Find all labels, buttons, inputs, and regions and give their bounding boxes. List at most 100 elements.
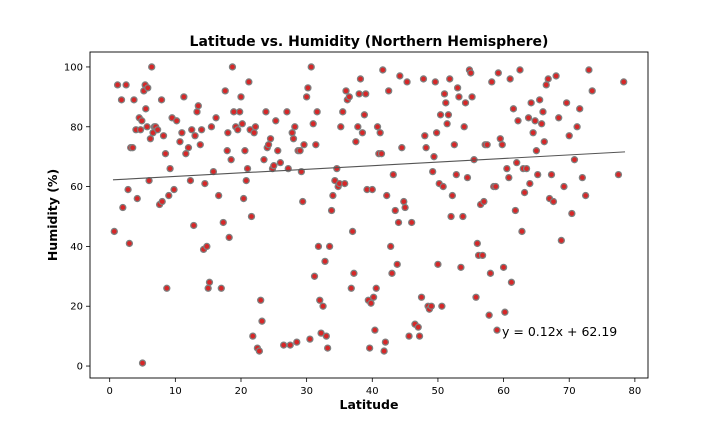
- y-tick-label: 100: [64, 62, 83, 73]
- data-point: [122, 81, 130, 89]
- data-point: [362, 90, 370, 98]
- data-point: [352, 138, 360, 146]
- data-point: [507, 278, 516, 286]
- data-point: [159, 132, 168, 140]
- data-point: [403, 78, 411, 86]
- data-point: [296, 147, 304, 155]
- data-point: [421, 132, 429, 140]
- data-point: [485, 311, 493, 319]
- data-point: [215, 191, 223, 200]
- data-point: [165, 191, 173, 200]
- data-point: [453, 84, 462, 92]
- plot-area: [89, 51, 649, 379]
- data-point: [142, 105, 150, 113]
- data-point: [113, 81, 122, 89]
- data-point: [493, 326, 501, 334]
- x-tick-label: 40: [366, 386, 379, 397]
- data-point: [197, 126, 206, 134]
- data-point: [178, 129, 186, 137]
- data-point: [299, 197, 307, 206]
- data-point: [552, 72, 560, 80]
- data-point: [549, 197, 558, 206]
- data-point: [341, 179, 349, 188]
- data-point: [249, 332, 257, 340]
- data-point: [188, 126, 196, 134]
- data-point: [442, 99, 450, 107]
- data-point: [496, 135, 504, 143]
- data-point: [562, 99, 571, 107]
- data-point: [354, 123, 362, 131]
- data-point: [207, 123, 216, 131]
- data-point: [401, 203, 409, 212]
- data-point: [459, 212, 467, 221]
- data-point: [620, 78, 628, 86]
- data-point: [520, 188, 529, 197]
- data-point: [316, 296, 324, 304]
- data-point: [146, 135, 155, 143]
- data-point: [542, 81, 550, 89]
- data-point: [444, 111, 453, 119]
- data-point: [333, 164, 341, 173]
- data-point: [531, 117, 539, 125]
- data-point: [358, 129, 367, 137]
- data-point: [355, 90, 363, 98]
- data-point: [117, 96, 126, 104]
- data-point: [511, 206, 520, 215]
- data-point: [110, 227, 118, 236]
- data-point: [478, 251, 487, 260]
- data-point: [257, 296, 265, 304]
- data-point: [568, 209, 576, 218]
- data-point: [182, 150, 190, 158]
- data-point: [455, 93, 463, 101]
- data-point: [555, 114, 563, 122]
- data-point: [514, 117, 522, 125]
- data-point: [125, 239, 134, 248]
- data-point: [576, 105, 584, 113]
- x-tick-label: 10: [169, 386, 182, 397]
- data-point: [539, 108, 547, 116]
- y-tick-label: 60: [70, 182, 83, 193]
- data-point: [228, 63, 237, 71]
- data-point: [251, 123, 260, 131]
- data-point: [389, 170, 397, 179]
- data-point: [366, 344, 374, 352]
- data-point: [234, 126, 242, 134]
- x-axis-ticks: 0 10 20 30 40 50 60 70 80: [107, 378, 641, 397]
- data-point: [468, 93, 476, 101]
- data-point: [443, 120, 451, 128]
- data-point: [166, 164, 174, 173]
- data-point: [385, 87, 393, 95]
- data-point: [534, 170, 542, 179]
- data-point: [588, 87, 596, 95]
- data-point: [498, 141, 506, 149]
- data-point: [614, 170, 623, 179]
- data-point: [239, 194, 248, 203]
- data-point: [280, 341, 288, 349]
- data-point: [158, 197, 166, 206]
- x-tick-label: 60: [497, 386, 510, 397]
- data-point: [436, 111, 445, 119]
- data-point: [457, 263, 465, 271]
- data-point: [291, 123, 299, 131]
- data-point: [193, 108, 201, 116]
- data-point: [578, 173, 587, 182]
- data-point: [345, 93, 353, 101]
- y-tick-label: 20: [70, 302, 83, 313]
- data-point: [544, 75, 552, 83]
- data-point: [499, 263, 508, 271]
- y-tick-label: 80: [70, 122, 83, 133]
- data-point: [486, 269, 495, 277]
- data-point: [184, 144, 193, 152]
- regression-equation: y = 0.12x + 62.19: [502, 324, 617, 339]
- data-point: [307, 63, 315, 71]
- data-point: [506, 75, 514, 83]
- data-point: [379, 66, 387, 74]
- data-point: [371, 326, 379, 334]
- data-point: [565, 132, 573, 140]
- data-point: [203, 242, 211, 251]
- data-point: [342, 87, 350, 95]
- data-point: [372, 284, 380, 292]
- data-point: [227, 156, 235, 164]
- data-point: [176, 138, 184, 146]
